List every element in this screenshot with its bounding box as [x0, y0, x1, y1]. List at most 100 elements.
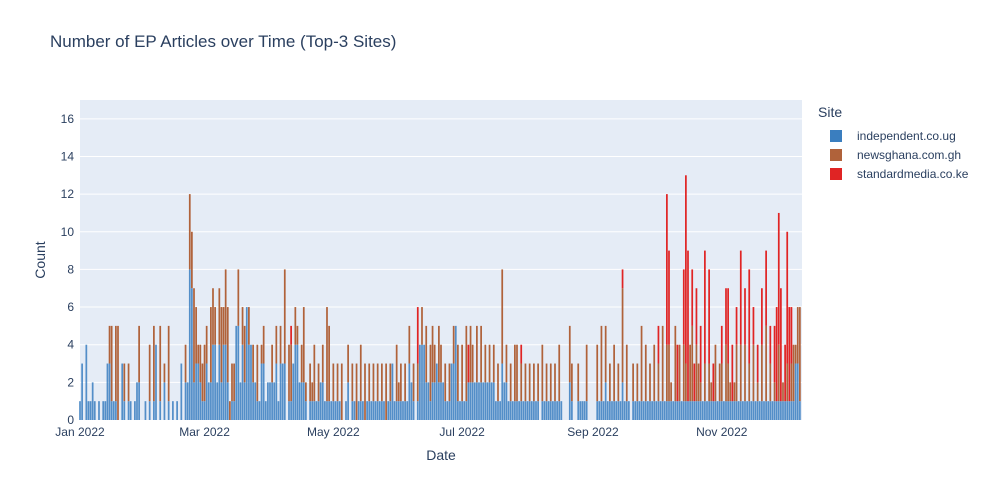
bar-independent-co-ug[interactable]: [163, 382, 166, 420]
bar-independent-co-ug[interactable]: [450, 363, 453, 420]
bar-independent-co-ug[interactable]: [110, 401, 113, 420]
bar-independent-co-ug[interactable]: [410, 382, 413, 420]
bar-newsghana-com-gh[interactable]: [554, 363, 556, 402]
bar-newsghana-com-gh[interactable]: [695, 344, 698, 402]
bar-independent-co-ug[interactable]: [792, 401, 795, 420]
bar-independent-co-ug[interactable]: [425, 382, 428, 420]
bar-independent-co-ug[interactable]: [262, 363, 265, 420]
bar-independent-co-ug[interactable]: [216, 382, 219, 420]
bar-independent-co-ug[interactable]: [799, 401, 801, 420]
bar-independent-co-ug[interactable]: [302, 382, 305, 420]
bar-newsghana-com-gh[interactable]: [288, 344, 290, 402]
bar-newsghana-com-gh[interactable]: [127, 363, 130, 402]
bar-independent-co-ug[interactable]: [167, 401, 170, 420]
bar-independent-co-ug[interactable]: [782, 401, 784, 420]
bar-independent-co-ug[interactable]: [733, 401, 736, 420]
bar-independent-co-ug[interactable]: [201, 401, 204, 420]
bar-independent-co-ug[interactable]: [604, 382, 607, 420]
bar-newsghana-com-gh[interactable]: [796, 307, 799, 364]
bar-independent-co-ug[interactable]: [136, 382, 138, 420]
bar-independent-co-ug[interactable]: [676, 401, 679, 420]
bar-newsghana-com-gh[interactable]: [448, 363, 451, 402]
bar-independent-co-ug[interactable]: [93, 401, 96, 420]
bar-independent-co-ug[interactable]: [123, 401, 126, 420]
bar-independent-co-ug[interactable]: [423, 344, 425, 420]
bar-independent-co-ug[interactable]: [91, 382, 94, 420]
bar-newsghana-com-gh[interactable]: [469, 325, 472, 383]
bar-newsghana-com-gh[interactable]: [199, 344, 202, 383]
bar-independent-co-ug[interactable]: [250, 344, 252, 420]
bar-independent-co-ug[interactable]: [790, 401, 793, 420]
legend-item-independent[interactable]: independent.co.ug: [818, 126, 968, 145]
bar-independent-co-ug[interactable]: [537, 401, 539, 420]
bar-newsghana-com-gh[interactable]: [710, 382, 713, 402]
bar-independent-co-ug[interactable]: [558, 401, 561, 420]
bar-independent-co-ug[interactable]: [127, 401, 130, 420]
bar-independent-co-ug[interactable]: [366, 401, 368, 420]
bar-independent-co-ug[interactable]: [210, 382, 212, 420]
bar-independent-co-ug[interactable]: [642, 401, 645, 420]
bar-independent-co-ug[interactable]: [509, 401, 512, 420]
bar-newsghana-com-gh[interactable]: [501, 269, 504, 364]
bar-independent-co-ug[interactable]: [421, 344, 423, 420]
bar-newsghana-com-gh[interactable]: [233, 363, 235, 402]
bar-newsghana-com-gh[interactable]: [621, 288, 624, 383]
bar-independent-co-ug[interactable]: [112, 401, 115, 420]
bar-newsghana-com-gh[interactable]: [752, 344, 755, 402]
bar-independent-co-ug[interactable]: [362, 401, 364, 420]
bar-independent-co-ug[interactable]: [288, 401, 290, 420]
bar-independent-co-ug[interactable]: [402, 401, 404, 420]
bar-independent-co-ug[interactable]: [606, 401, 609, 420]
bar-independent-co-ug[interactable]: [283, 363, 286, 420]
bar-independent-co-ug[interactable]: [756, 401, 759, 420]
bar-standardmedia-co-ke[interactable]: [775, 307, 778, 402]
bar-independent-co-ug[interactable]: [492, 382, 495, 420]
bar-independent-co-ug[interactable]: [490, 382, 493, 420]
bar-independent-co-ug[interactable]: [144, 401, 147, 420]
bar-independent-co-ug[interactable]: [579, 401, 582, 420]
bar-independent-co-ug[interactable]: [214, 344, 216, 420]
bar-newsghana-com-gh[interactable]: [421, 307, 423, 345]
bar-newsghana-com-gh[interactable]: [739, 344, 742, 402]
bar-independent-co-ug[interactable]: [381, 401, 383, 420]
bar-independent-co-ug[interactable]: [670, 401, 672, 420]
bar-independent-co-ug[interactable]: [326, 401, 328, 420]
bar-independent-co-ug[interactable]: [239, 382, 242, 420]
bar-independent-co-ug[interactable]: [186, 382, 189, 420]
bar-newsghana-com-gh[interactable]: [214, 307, 216, 345]
bar-independent-co-ug[interactable]: [632, 401, 634, 420]
bar-independent-co-ug[interactable]: [693, 401, 696, 420]
bar-independent-co-ug[interactable]: [406, 401, 409, 420]
bar-independent-co-ug[interactable]: [571, 401, 573, 420]
bar-independent-co-ug[interactable]: [400, 401, 402, 420]
bar-independent-co-ug[interactable]: [256, 401, 259, 420]
bar-standardmedia-co-ke[interactable]: [731, 344, 734, 402]
bar-independent-co-ug[interactable]: [507, 401, 510, 420]
bar-newsghana-com-gh[interactable]: [644, 344, 647, 402]
bar-independent-co-ug[interactable]: [520, 401, 523, 420]
bar-independent-co-ug[interactable]: [336, 401, 339, 420]
bar-independent-co-ug[interactable]: [243, 382, 246, 420]
bar-standardmedia-co-ke[interactable]: [704, 250, 706, 364]
bar-independent-co-ug[interactable]: [353, 401, 356, 420]
bar-newsghana-com-gh[interactable]: [224, 269, 227, 345]
bar-independent-co-ug[interactable]: [370, 401, 373, 420]
bar-independent-co-ug[interactable]: [710, 401, 713, 420]
bar-newsghana-com-gh[interactable]: [765, 325, 767, 402]
bar-standardmedia-co-ke[interactable]: [790, 307, 793, 364]
bar-independent-co-ug[interactable]: [773, 401, 776, 420]
bar-independent-co-ug[interactable]: [435, 363, 438, 420]
bar-newsghana-com-gh[interactable]: [471, 344, 474, 383]
bar-newsghana-com-gh[interactable]: [355, 363, 358, 420]
bar-independent-co-ug[interactable]: [176, 401, 178, 420]
bar-independent-co-ug[interactable]: [505, 382, 508, 420]
bar-independent-co-ug[interactable]: [473, 382, 476, 420]
bar-independent-co-ug[interactable]: [212, 344, 214, 420]
bar-newsghana-com-gh[interactable]: [359, 344, 362, 402]
bar-independent-co-ug[interactable]: [300, 382, 303, 420]
bar-independent-co-ug[interactable]: [672, 401, 675, 420]
bar-independent-co-ug[interactable]: [459, 401, 461, 420]
bar-newsghana-com-gh[interactable]: [193, 288, 195, 383]
bar-newsghana-com-gh[interactable]: [351, 363, 354, 402]
bar-newsghana-com-gh[interactable]: [653, 344, 656, 402]
